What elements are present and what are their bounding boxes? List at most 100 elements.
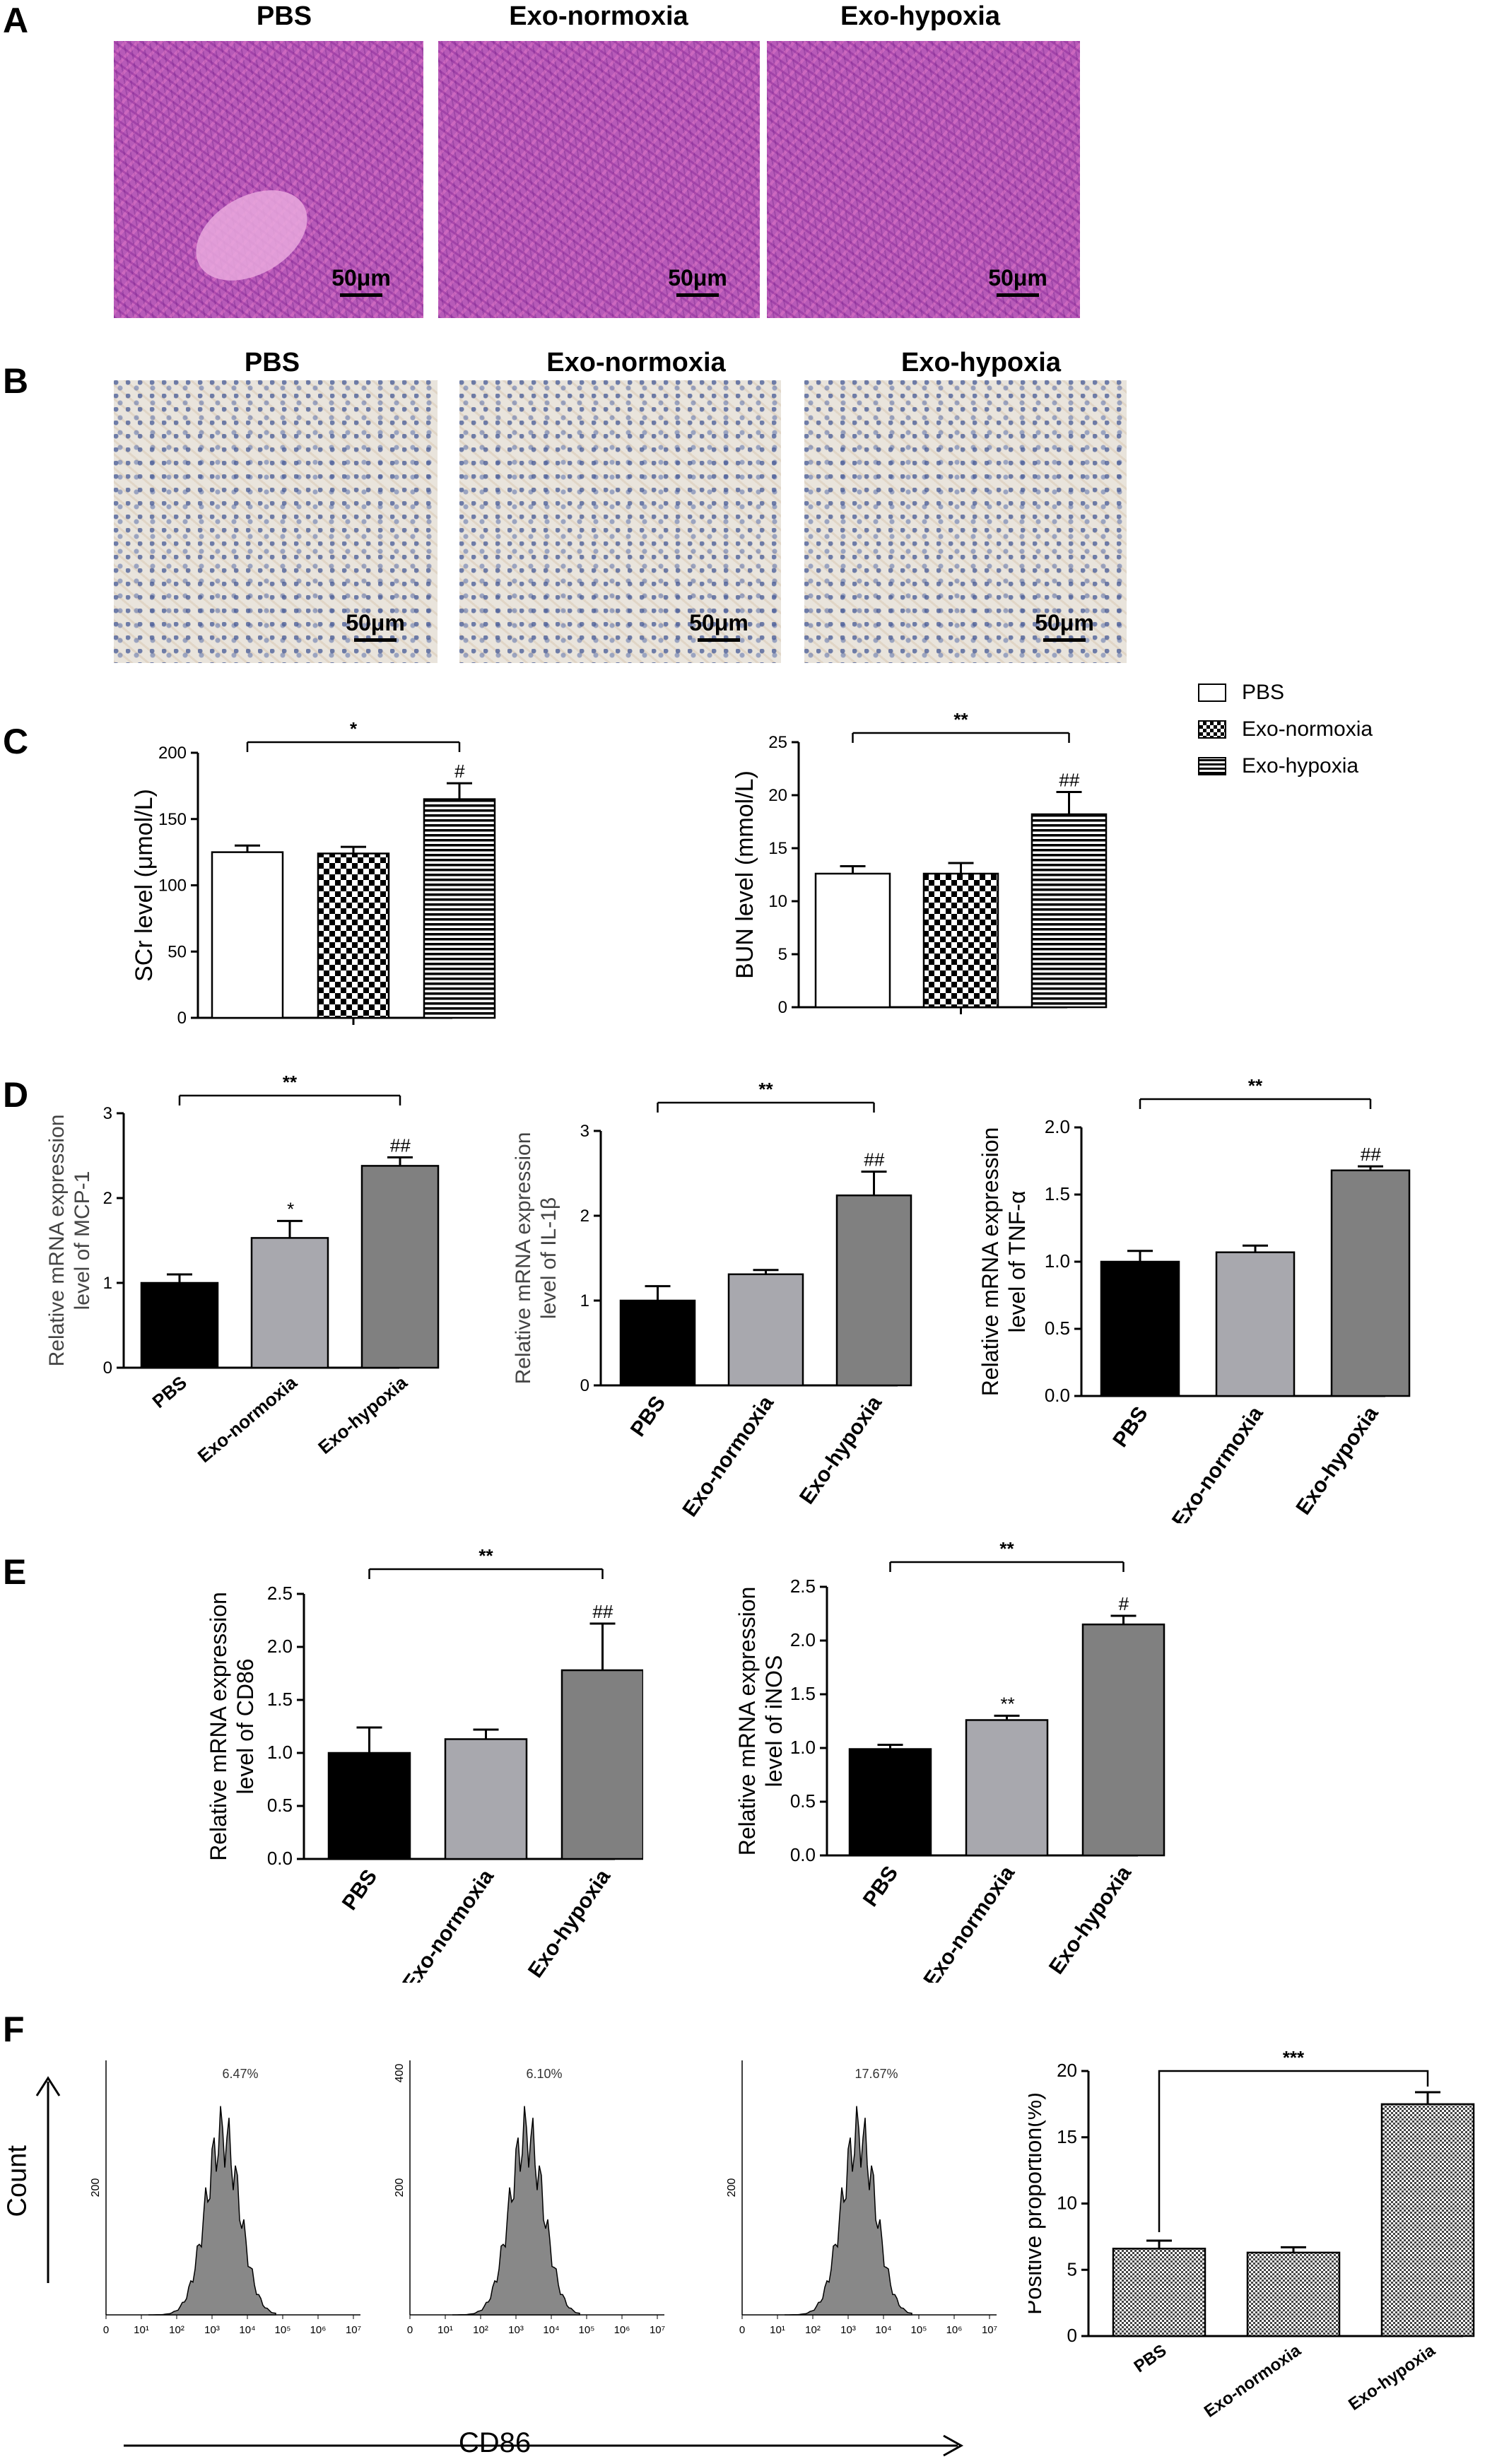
y-tick-label: 1.0 [267, 1742, 293, 1763]
panel-label-f: F [3, 2010, 25, 2049]
panel-b-title-exo-hypoxia: Exo-hypoxia [901, 348, 1061, 377]
x-tick-label: 10² [473, 2324, 488, 2336]
y-tick-label: 2.5 [267, 1583, 293, 1604]
significance-mark: # [454, 761, 465, 782]
chart-tnfa-expression: 0.0 0.5 1.0 1.5 2.0 Relative mRNA expression l… [977, 1075, 1411, 1523]
y-tick-label: 400 [394, 2064, 406, 2083]
ihc-stain-image-exo-normoxia: 50μm [459, 380, 781, 663]
y-tick-label: 2 [580, 1207, 589, 1226]
y-tick-label: 3 [103, 1104, 112, 1123]
y-tick-label: 15 [768, 839, 787, 858]
legend-label: Exo-hypoxia [1242, 754, 1359, 778]
y-tick-label: 0.0 [790, 1844, 816, 1865]
y-tick-label: 10 [1057, 2193, 1077, 2214]
bar-exo-normoxia [727, 1273, 804, 1387]
scale-bar-label: 50μm [689, 610, 748, 635]
panel-label-e: E [3, 1552, 27, 1592]
y-tick-label: 0.0 [1045, 1385, 1070, 1406]
panel-b-title-exo-normoxia: Exo-normoxia [546, 348, 726, 377]
x-tick-label: Exo-hypoxia [1291, 1402, 1383, 1519]
scale-bar [676, 293, 719, 297]
x-tick-label: 10⁵ [275, 2324, 291, 2336]
bar-exo-hypoxia [1031, 813, 1108, 1009]
y-tick-label: 15 [1057, 2126, 1077, 2147]
y-tick-label: 25 [768, 733, 787, 752]
y-tick-label: 1 [103, 1274, 112, 1293]
y-tick-label: 1.5 [1045, 1183, 1070, 1204]
ihc-stain-image-exo-hypoxia: 50μm [804, 380, 1127, 663]
significance-mark: ## [592, 1601, 613, 1622]
bar-pbs [1112, 2248, 1206, 2337]
chart-cd86-expression: 0.0 0.5 1.0 1.5 2.0 2.5 Relative mRNA expressi… [206, 1545, 643, 1983]
x-tick-label: 0 [739, 2324, 745, 2336]
legend-swatch-white [1198, 684, 1226, 702]
y-tick-label: 1.0 [790, 1737, 816, 1758]
y-tick-label: 3 [580, 1122, 589, 1141]
chart-bun-level: 0 5 10 15 20 25 BUN level (mmol/L) ## ** [732, 710, 1108, 1017]
panel-label-d: D [3, 1075, 29, 1115]
y-tick-label: 10 [768, 892, 787, 911]
bar-exo-hypoxia [1380, 2103, 1475, 2337]
panel-b-title-pbs: PBS [244, 348, 300, 377]
histogram-peak [148, 2106, 276, 2316]
x-tick-label: PBS [1108, 1402, 1152, 1451]
scale-bar [340, 293, 382, 297]
y-tick-label: 1.0 [1045, 1250, 1070, 1272]
bar-exo-normoxia [1215, 1251, 1296, 1397]
x-tick-label: 10⁴ [543, 2324, 559, 2336]
y-tick-label: 200 [394, 2178, 406, 2198]
legend-item-pbs: PBS [1198, 674, 1373, 711]
scale-bar [997, 293, 1039, 297]
x-tick-label: 10² [805, 2324, 821, 2336]
significance-label: * [350, 718, 358, 739]
y-tick-label: 100 [158, 876, 187, 896]
significance-label: ** [283, 1072, 298, 1093]
y-tick-label: 200 [726, 2178, 738, 2198]
chart-scr-level: 0 50 100 150 200 SCr level (μmol/L) # * [131, 718, 496, 1028]
bar-pbs [327, 1752, 411, 1860]
y-tick-label: 2.0 [1045, 1116, 1070, 1137]
bar-exo-normoxia [922, 872, 999, 1009]
x-tick-label: PBS [626, 1392, 670, 1441]
ihc-stain-image-pbs: 50μm [114, 380, 438, 663]
scale-bar-label: 50μm [346, 610, 405, 635]
y-tick-label: 0 [580, 1376, 589, 1395]
y-tick-label: 2 [103, 1189, 112, 1208]
x-tick-label: 10⁴ [875, 2324, 891, 2336]
x-tick-label: Exo-hypoxia [1045, 1862, 1137, 1978]
x-tick-label: 10⁷ [650, 2324, 665, 2336]
x-tick-label: Exo-normoxia [919, 1862, 1019, 1983]
y-tick-label: 0.5 [1045, 1318, 1070, 1339]
x-tick-label: 10⁷ [982, 2324, 997, 2336]
x-tick-label: 10⁶ [310, 2324, 327, 2336]
x-tick-label: PBS [1131, 2341, 1170, 2376]
scale-bar-label: 50μm [988, 265, 1047, 291]
significance-label: ** [758, 1079, 773, 1100]
y-tick-label: 0.0 [267, 1848, 293, 1869]
chart-mcp1-expression: 0 1 2 3 Relative mRNA expression level of MCP… [45, 1072, 440, 1467]
panel-a-title-pbs: PBS [256, 1, 312, 31]
significance-mark: * [286, 1198, 294, 1219]
y-tick-label: 2.5 [790, 1576, 816, 1597]
x-tick-label: Exo-hypoxia [1345, 2340, 1439, 2414]
x-tick-label: PBS [859, 1862, 903, 1911]
x-tick-label: 10³ [840, 2324, 856, 2336]
bar-pbs [140, 1281, 219, 1369]
y-axis-label: level of TNF-α [1004, 1190, 1030, 1332]
x-tick-label: 10³ [204, 2324, 220, 2336]
y-axis-label: BUN level (mmol/L) [732, 770, 758, 979]
bar-exo-hypoxia [835, 1194, 912, 1387]
significance-label: ** [1248, 1075, 1263, 1096]
cd86-axis-arrow [124, 2434, 964, 2457]
bar-exo-normoxia [250, 1237, 329, 1369]
x-tick-label: Exo-hypoxia [524, 1865, 616, 1982]
x-tick-label: Exo-normoxia [398, 1865, 498, 1983]
bar-exo-normoxia [965, 1719, 1049, 1857]
y-tick-label: 5 [778, 945, 787, 964]
x-tick-label: Exo-hypoxia [795, 1392, 887, 1508]
bar-pbs [1100, 1260, 1180, 1397]
x-tick-label: 10⁴ [239, 2324, 255, 2336]
y-axis-label: Relative mRNA expression [512, 1132, 535, 1385]
gate-percent-label: 6.10% [526, 2067, 562, 2081]
legend-item-exo-normoxia: Exo-normoxia [1198, 711, 1373, 748]
